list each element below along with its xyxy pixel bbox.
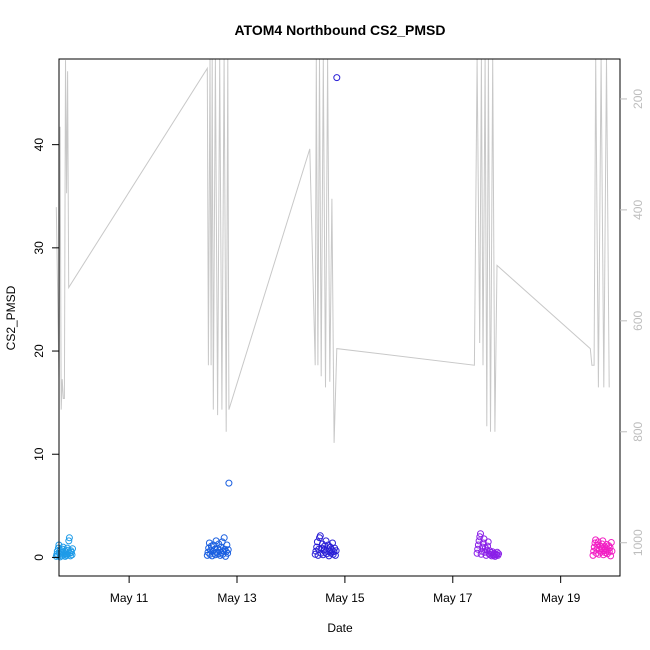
data-point [313,543,321,551]
data-point [223,541,231,549]
data-point [608,547,616,555]
data-point [220,534,228,542]
y-axis-label: CS2_PMSD [4,285,18,350]
data-point [607,552,615,560]
data-point [322,537,330,545]
y2-tick-label: 1000 [631,529,645,556]
data-point [332,547,340,555]
data-point [605,548,613,556]
data-point [594,538,602,546]
data-point [69,545,76,553]
secondary-line-series [55,58,610,443]
plot-frame [58,58,621,577]
data-point [607,539,615,546]
data-point [599,551,607,559]
data-point [224,546,232,554]
x-tick-label: May 17 [433,591,473,605]
secondary-line [55,58,610,443]
data-point [604,546,612,554]
data-point [493,548,501,556]
y-tick-label: 20 [32,344,46,358]
data-point [214,550,222,558]
y-tick-label: 0 [32,554,46,561]
y-tick-label: 30 [32,241,46,255]
secondary-y-axis: 200 400 600 800 1000 [620,89,645,556]
y2-tick-label: 400 [631,200,645,220]
x-tick-label: May 19 [541,591,581,605]
data-point [65,537,73,545]
data-point [222,548,230,556]
x-tick-label: May 11 [110,591,149,605]
data-point [218,538,226,546]
x-tick-label: May 15 [325,591,365,605]
data-point [316,532,324,540]
y2-tick-label: 200 [631,89,645,109]
y2-tick-label: 600 [631,310,645,330]
y-tick-label: 10 [32,447,46,461]
x-axis-label: Date [327,621,353,635]
scatter-series [52,74,616,561]
y-axis: 0 10 20 30 40 [32,138,59,561]
y-tick-label: 40 [32,138,46,152]
data-point [495,550,503,558]
data-point [66,552,74,560]
data-point [331,551,339,559]
data-point [225,479,233,487]
data-point [477,530,484,538]
data-point [476,533,484,541]
data-point [65,534,73,542]
y2-tick-label: 800 [631,421,645,441]
x-tick-label: May 13 [217,591,257,605]
data-point [606,544,614,552]
x-axis: May 11 May 13 May 15 May 17 May 19 [110,576,581,605]
data-point [595,550,603,558]
data-point [224,549,232,557]
data-point [484,538,492,546]
data-point [477,550,485,558]
data-point [333,74,341,82]
chart-title: ATOM4 Northbound CS2_PMSD [234,22,445,38]
